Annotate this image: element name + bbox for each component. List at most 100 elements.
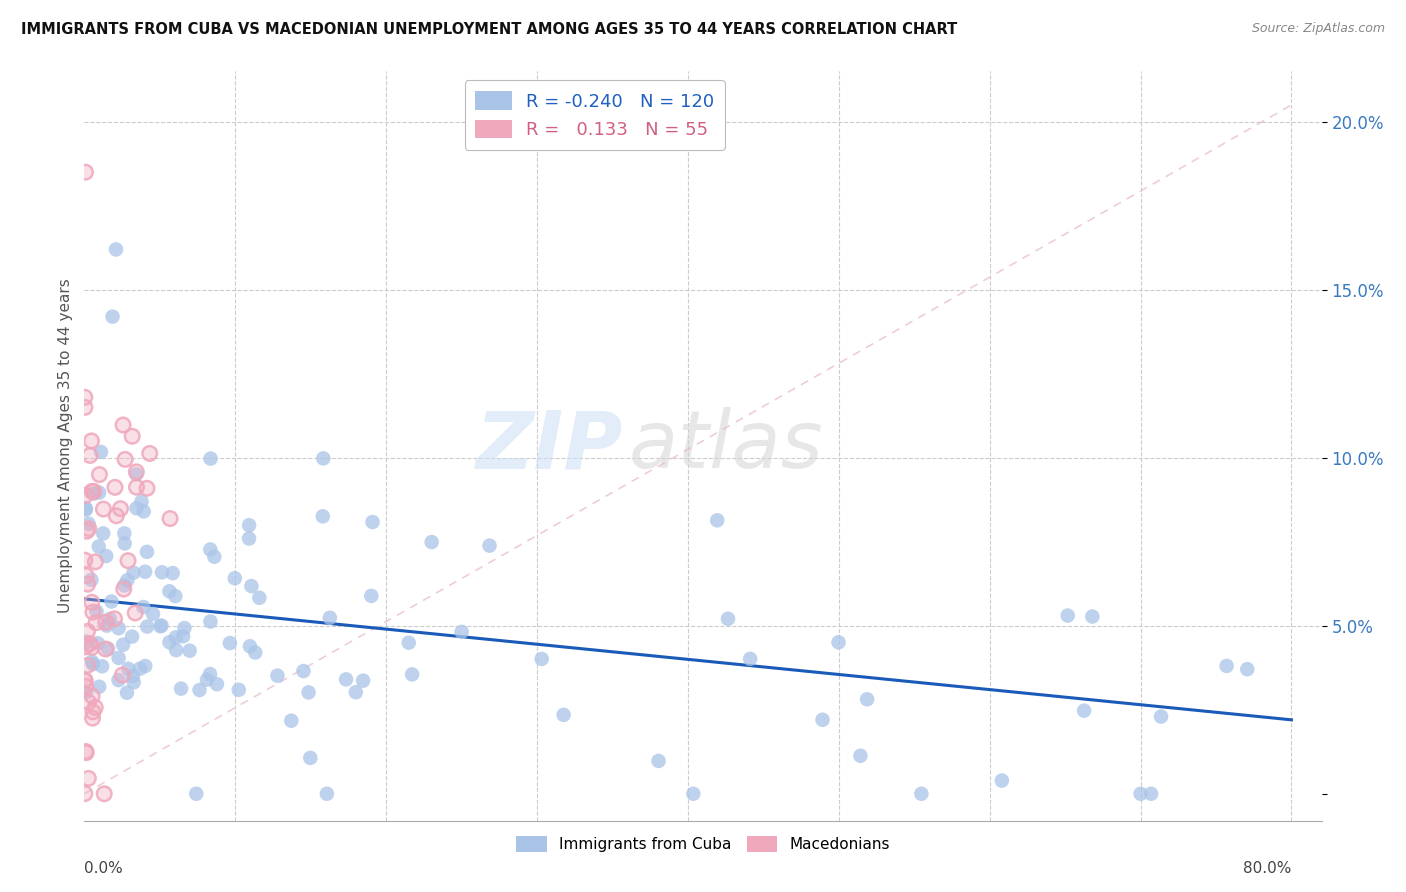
Point bbox=[76, 524, 98, 538]
Point bbox=[238, 518, 260, 533]
Point bbox=[75, 640, 97, 654]
Point bbox=[84, 700, 107, 714]
Point bbox=[75, 488, 97, 502]
Point bbox=[76, 524, 98, 538]
Point bbox=[111, 668, 134, 682]
Point bbox=[104, 480, 127, 494]
Point bbox=[114, 452, 136, 467]
Point bbox=[110, 501, 132, 516]
Point bbox=[80, 573, 103, 587]
Point bbox=[86, 604, 108, 618]
Point bbox=[84, 615, 107, 630]
Point bbox=[138, 446, 160, 460]
Point bbox=[84, 555, 107, 569]
Point bbox=[75, 501, 97, 516]
Point bbox=[76, 624, 98, 639]
Point bbox=[136, 481, 159, 495]
Point bbox=[82, 711, 104, 725]
Point bbox=[122, 566, 145, 580]
Point bbox=[717, 612, 740, 626]
Point bbox=[344, 685, 367, 699]
Point bbox=[647, 754, 669, 768]
Point bbox=[150, 618, 173, 632]
Point bbox=[1073, 704, 1095, 718]
Point bbox=[238, 532, 260, 546]
Point bbox=[398, 636, 420, 650]
Point bbox=[112, 417, 135, 432]
Point bbox=[103, 612, 125, 626]
Point bbox=[188, 683, 211, 698]
Point bbox=[101, 310, 124, 324]
Point bbox=[79, 637, 101, 651]
Point bbox=[450, 624, 472, 639]
Point bbox=[84, 700, 107, 714]
Point bbox=[82, 605, 104, 619]
Point bbox=[125, 467, 148, 482]
Point bbox=[165, 630, 187, 644]
Point bbox=[827, 635, 849, 649]
Point bbox=[124, 606, 146, 620]
Point bbox=[112, 582, 135, 596]
Point bbox=[75, 679, 97, 693]
Point bbox=[96, 618, 118, 632]
Point bbox=[125, 501, 148, 516]
Point bbox=[75, 634, 97, 648]
Point bbox=[77, 522, 100, 536]
Point bbox=[73, 390, 96, 404]
Point bbox=[97, 641, 120, 656]
Point bbox=[179, 643, 201, 657]
Y-axis label: Unemployment Among Ages 35 to 44 years: Unemployment Among Ages 35 to 44 years bbox=[58, 278, 73, 614]
Point bbox=[228, 682, 250, 697]
Point bbox=[205, 677, 228, 691]
Point bbox=[73, 390, 96, 404]
Point bbox=[80, 655, 103, 669]
Point bbox=[89, 467, 111, 482]
Point bbox=[75, 746, 97, 760]
Point bbox=[125, 465, 148, 479]
Point bbox=[89, 467, 111, 482]
Point bbox=[87, 636, 110, 650]
Point bbox=[84, 555, 107, 569]
Point bbox=[335, 673, 357, 687]
Point bbox=[80, 640, 103, 655]
Point bbox=[122, 675, 145, 690]
Point bbox=[80, 640, 103, 655]
Point bbox=[96, 549, 118, 563]
Point bbox=[1081, 609, 1104, 624]
Point bbox=[352, 673, 374, 688]
Point bbox=[77, 695, 100, 709]
Point bbox=[280, 714, 302, 728]
Point bbox=[1056, 608, 1078, 623]
Point bbox=[80, 434, 103, 448]
Point bbox=[112, 526, 135, 541]
Point bbox=[299, 751, 322, 765]
Point bbox=[105, 508, 128, 523]
Point bbox=[266, 668, 288, 682]
Text: 0.0%: 0.0% bbox=[84, 861, 124, 876]
Point bbox=[75, 744, 97, 758]
Point bbox=[84, 615, 107, 630]
Point bbox=[82, 486, 104, 500]
Point bbox=[105, 508, 128, 523]
Point bbox=[110, 501, 132, 516]
Point bbox=[195, 673, 218, 687]
Point bbox=[75, 165, 97, 179]
Point bbox=[82, 689, 104, 703]
Point bbox=[112, 417, 135, 432]
Point bbox=[200, 615, 222, 629]
Point bbox=[142, 607, 165, 621]
Point bbox=[75, 502, 97, 516]
Point bbox=[682, 787, 704, 801]
Point bbox=[136, 481, 159, 495]
Point bbox=[104, 480, 127, 494]
Point bbox=[79, 449, 101, 463]
Point bbox=[77, 516, 100, 531]
Point bbox=[76, 624, 98, 639]
Text: Source: ZipAtlas.com: Source: ZipAtlas.com bbox=[1251, 22, 1385, 36]
Point bbox=[129, 662, 152, 676]
Point bbox=[202, 549, 225, 564]
Point bbox=[82, 484, 104, 499]
Point bbox=[1150, 709, 1173, 723]
Point bbox=[200, 451, 222, 466]
Point bbox=[530, 652, 553, 666]
